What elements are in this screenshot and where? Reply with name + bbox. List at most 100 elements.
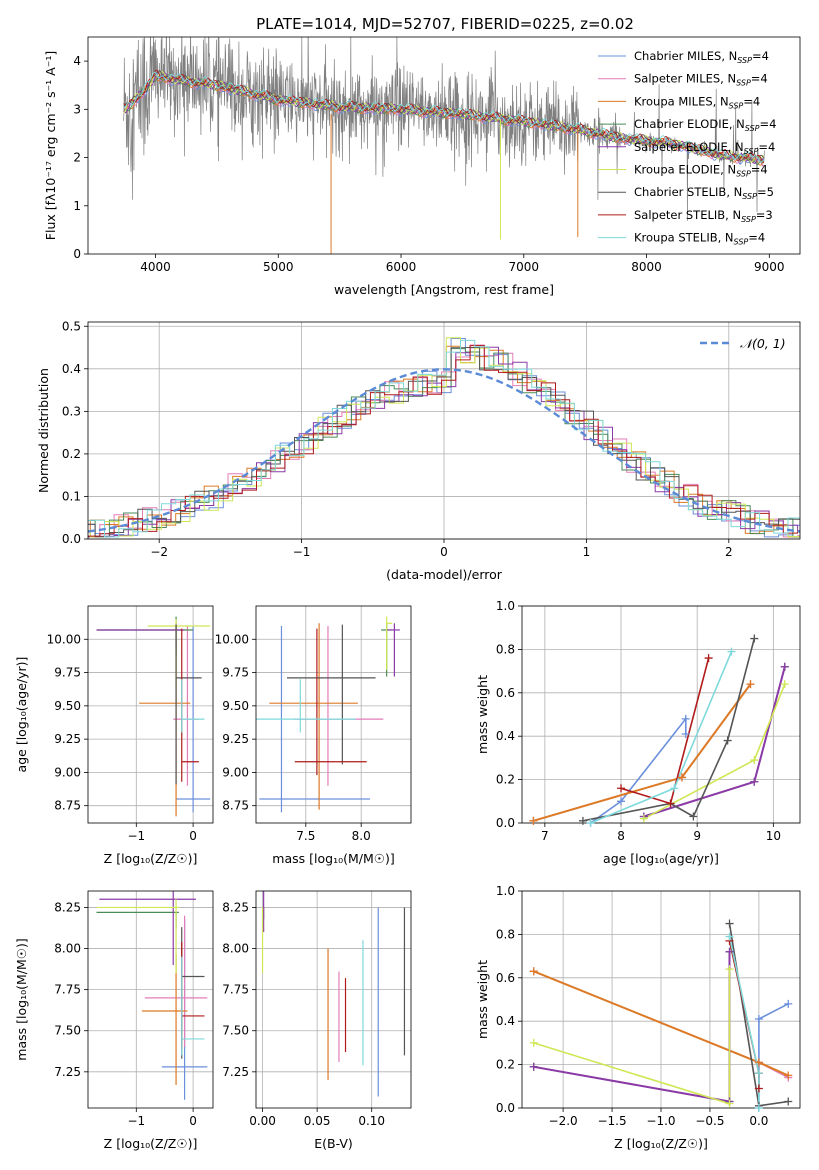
axes-frame: 0.00 0.05 0.10 7.25 7.50 7.75 8.00 8.25 E(B-V) [222, 890, 412, 1151]
x-tick-label: 0.00 [249, 1114, 276, 1128]
marker-kroupa-elodie [750, 756, 759, 765]
y-tick-label: 0.1 [62, 489, 81, 503]
y-tick-label: 0.4 [62, 362, 81, 376]
x-tick-label: 4000 [140, 260, 171, 274]
x-tick-label: −2.0 [549, 1114, 578, 1128]
charts: 4000 5000 6000 7000 8000 900001234wavelength … [14, 36, 801, 1151]
axes-frame: 7 8 9 10 0.0 0.2 0.4 0.6 0.8 1.0 age [log₁₀(age/yr… [475, 599, 801, 866]
plot-area [261, 891, 406, 1097]
y-tick-label: 9.75 [222, 666, 249, 680]
marker-chabrier-stelib [578, 816, 587, 825]
y-tick-label: 3 [73, 102, 81, 116]
axes-border [87, 605, 214, 824]
legend-label-salpeter-miles: Salpeter MILES, NSSP=4 [634, 72, 768, 88]
marker-kroupa-stelib [754, 1104, 763, 1112]
marker-chabrier-miles [617, 797, 626, 806]
marker-kroupa-miles [784, 1071, 793, 1080]
y-tick-label: 8.75 [54, 799, 81, 813]
figure-title: PLATE=1014, MJD=52707, FIBERID=0225, z=0… [256, 15, 634, 33]
x-axis-label: age [log₁₀(age/yr)] [603, 851, 719, 866]
y-tick-label: 9.25 [222, 732, 249, 746]
x-tick-label: 6000 [386, 260, 417, 274]
marker-chabrier-miles [681, 730, 690, 739]
y-axis-label: mass weight [475, 960, 490, 1039]
plot-area [256, 616, 400, 813]
histogram-salpeter-stelib [88, 345, 800, 537]
y-tick-label: 8.25 [54, 900, 81, 914]
marker-kroupa-miles [746, 680, 755, 689]
legend-label-salpeter-elodie: Salpeter ELODIE, NSSP=4 [634, 140, 775, 156]
y-tick-label: 0 [73, 247, 81, 261]
marker-salpeter-stelib [754, 1084, 763, 1093]
x-tick-label: 0 [189, 1114, 197, 1128]
marker-salpeter-stelib [666, 799, 675, 808]
model-spectrum-chabrier-miles [123, 73, 765, 165]
chart-mass-vs-EBV: 0.00 0.05 0.10 7.25 7.50 7.75 8.00 8.25 E(B-V) [222, 890, 412, 1151]
marker-salpeter-elodie [529, 1062, 538, 1071]
model-spectrum-salpeter-stelib [123, 69, 765, 163]
y-tick-label: 7.75 [54, 983, 81, 997]
chart-massweight-vs-Z: −2.0 −1.5 −1.0 −0.5 0.0 0.0 0.2 0.4 0.6 0.8 1.0 Z [… [475, 884, 801, 1151]
x-tick-label: 10 [766, 829, 781, 843]
x-tick-label: 8000 [631, 260, 662, 274]
x-tick-label: −1 [127, 1114, 145, 1128]
axes-frame: 7.5 8.0 8.75 9.00 9.25 9.50 9.75 10.00 mass [log… [215, 605, 412, 866]
y-tick-label: 0.8 [496, 642, 515, 656]
axes-border [521, 605, 801, 824]
marker-kroupa-stelib [586, 819, 595, 827]
marker-salpeter-elodie [750, 777, 759, 786]
chart-spectrum: 4000 5000 6000 7000 8000 9000 0 1 2 3 4 wavelength … [43, 36, 801, 297]
chart-residuals: −2 −1 0 1 2 0.0 0.1 0.2 0.3 0.4 0.5 (data-model)/er… [36, 319, 801, 582]
y-tick-label: 1.0 [496, 599, 515, 613]
y-tick-label: 7.50 [222, 1024, 249, 1038]
plot-area [96, 891, 208, 1100]
x-axis-label: Z [log₁₀(Z/Z☉)] [614, 1136, 708, 1151]
x-axis-label: Z [log₁₀(Z/Z☉)] [104, 1136, 198, 1151]
y-tick-label: 7.75 [222, 983, 249, 997]
marker-kroupa-elodie [780, 680, 789, 689]
legend-label-chabrier-miles: Chabrier MILES, NSSP=4 [634, 49, 769, 65]
chart-age-vs-mass: 7.5 8.0 8.75 9.00 9.25 9.50 9.75 10.00 mass [log… [215, 605, 412, 866]
y-axis-label: mass [log₁₀(M/M☉)] [14, 938, 29, 1060]
marker-kroupa-stelib [670, 784, 679, 793]
marker-chabrier-miles [784, 999, 793, 1008]
y-tick-label: 0.2 [62, 447, 81, 461]
y-tick-label: 0.2 [496, 773, 515, 787]
x-tick-label: 7 [541, 829, 549, 843]
line-chabrier-miles [590, 716, 687, 823]
marker-kroupa-elodie [725, 1099, 734, 1108]
x-tick-label: 1 [583, 545, 591, 559]
marker-chabrier-stelib [750, 634, 759, 643]
y-tick-label: 0.0 [496, 816, 515, 830]
legend-label-chabrier-stelib: Chabrier STELIB, NSSP=5 [634, 185, 774, 201]
chart-mass-vs-Z: −1 0 7.25 7.50 7.75 8.00 8.25 Z [log₁₀(Z/Z☉)] ma… [14, 890, 214, 1151]
y-tick-label: 9.50 [54, 699, 81, 713]
histogram-kroupa-stelib [88, 339, 800, 538]
data-spectrum [123, 37, 765, 221]
x-tick-label: 2 [725, 545, 733, 559]
y-tick-label: 9.75 [54, 666, 81, 680]
y-tick-label: 9.50 [222, 699, 249, 713]
x-tick-label: 0.0 [749, 1114, 768, 1128]
y-tick-label: 0.0 [62, 532, 81, 546]
marker-chabrier-stelib [784, 1097, 793, 1106]
legend-label-kroupa-stelib: Kroupa STELIB, NSSP=4 [634, 231, 765, 247]
plot-area [123, 37, 765, 254]
x-axis-label: (data-model)/error [386, 567, 503, 582]
y-tick-label: 7.50 [54, 1024, 81, 1038]
y-tick-label: 8.25 [222, 900, 249, 914]
y-tick-label: 9.00 [54, 765, 81, 779]
axes-frame: −2.0 −1.5 −1.0 −0.5 0.0 0.0 0.2 0.4 0.6 0.8 1.0 Z [… [475, 884, 801, 1151]
marker-kroupa-miles [529, 816, 538, 825]
y-tick-label: 0.6 [496, 971, 515, 985]
y-tick-label: 0.2 [496, 1058, 515, 1072]
marker-kroupa-elodie [529, 1038, 538, 1047]
marker-salpeter-elodie [725, 947, 734, 956]
x-tick-label: 7.5 [296, 829, 315, 843]
x-axis-label: E(B-V) [314, 1136, 353, 1151]
x-tick-label: 9000 [754, 260, 785, 274]
model-spectrum-kroupa-stelib [123, 71, 765, 163]
marker-chabrier-miles [681, 714, 690, 723]
marker-salpeter-elodie [780, 662, 789, 671]
